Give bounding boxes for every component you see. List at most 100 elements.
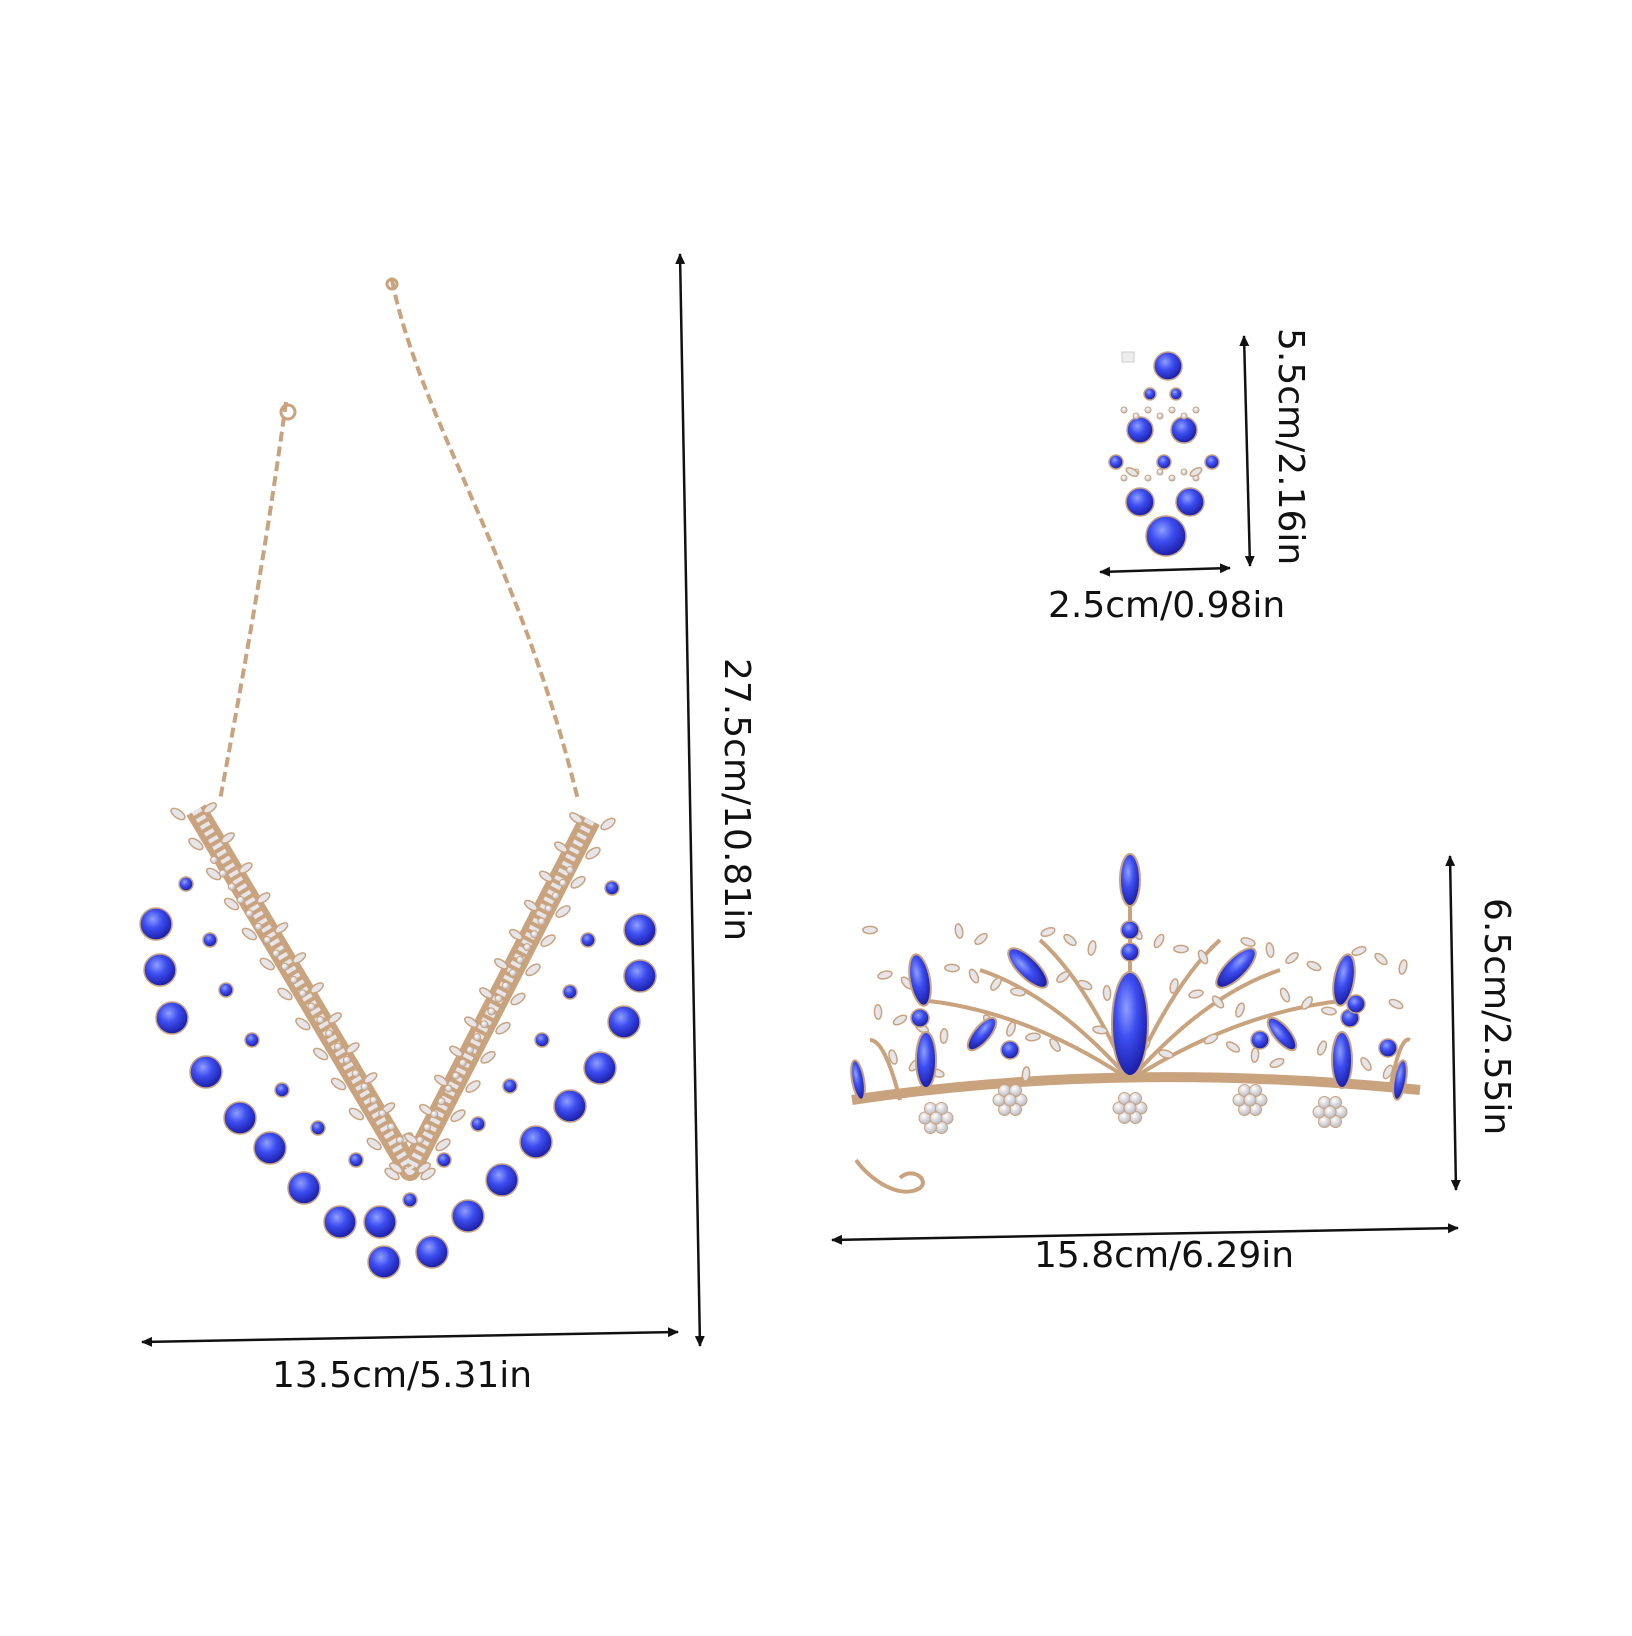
crystal-leaf xyxy=(1063,933,1077,947)
crystal-leaf xyxy=(292,952,307,964)
sapphire-stone xyxy=(143,953,177,987)
sapphire-stone xyxy=(1170,416,1198,444)
crystal-leaf xyxy=(434,1074,448,1087)
crystal-leaf xyxy=(1203,1033,1219,1045)
tiara-branch xyxy=(919,998,1132,1082)
crystal-leaf xyxy=(1010,987,1026,997)
rhinestone xyxy=(1238,1103,1251,1117)
marquise-sapphire xyxy=(1392,1059,1408,1101)
tiara-branch xyxy=(1128,998,1351,1082)
tiara-branch xyxy=(979,968,1132,1082)
crystal-leaf xyxy=(1092,1025,1108,1035)
sapphire-stone xyxy=(1250,1030,1270,1050)
rhinestone xyxy=(1156,412,1164,420)
crystal-leaf xyxy=(1006,1021,1016,1037)
sapphire-stone xyxy=(1378,1038,1398,1058)
sapphire-stone xyxy=(367,1245,401,1279)
crystal-leaf xyxy=(363,1072,378,1084)
rhinestone xyxy=(307,1002,316,1011)
crystal-leaf xyxy=(1153,933,1165,949)
crystal-leaf xyxy=(435,1138,451,1152)
crystal-leaf xyxy=(555,905,571,918)
crystal-leaf xyxy=(1360,1056,1372,1072)
sapphire-stone xyxy=(1153,351,1183,381)
rhinestone xyxy=(537,917,546,926)
rhinestone xyxy=(272,949,280,958)
crystal-leaf xyxy=(188,837,204,851)
tiara-image xyxy=(850,853,1421,1194)
crystal-leaf xyxy=(277,987,293,1001)
rhinestone xyxy=(423,1123,432,1132)
sapphire-stone xyxy=(323,1205,357,1239)
crystal-leaf xyxy=(205,867,222,881)
rhinestone xyxy=(416,1136,424,1144)
rhinestone xyxy=(369,1096,378,1104)
rhinestone xyxy=(501,981,510,990)
crystal-leaf xyxy=(366,1137,382,1151)
crystal-leaf xyxy=(585,846,601,860)
rhinestone xyxy=(1118,1111,1131,1125)
tiara-width-label: 15.8cm/6.29in xyxy=(1034,1235,1295,1276)
crystal-leaf xyxy=(223,897,240,911)
sapphire-stone xyxy=(583,1051,617,1085)
rhinestone xyxy=(334,1042,342,1051)
rhinestone xyxy=(924,1121,937,1135)
sapphire-stone xyxy=(139,907,173,941)
sapphire-stone xyxy=(1108,454,1124,470)
necklace-height-label: 27.5cm/10.81in xyxy=(716,658,757,942)
sapphire-stone xyxy=(910,1008,930,1028)
crystal-leaf xyxy=(939,1028,949,1044)
crystal-leaf xyxy=(494,958,508,970)
earring-height-label: 5.5cm/2.16in xyxy=(1270,328,1311,566)
rhinestone xyxy=(325,1029,334,1038)
rhinestone xyxy=(466,1046,474,1054)
collar-stones xyxy=(191,807,595,1175)
sapphire-stone xyxy=(155,1001,189,1035)
crystal-leaf xyxy=(170,807,186,821)
sapphire-stone xyxy=(1126,416,1154,444)
marquise-sapphire xyxy=(915,1031,937,1089)
crystal-leaf xyxy=(510,992,526,1006)
crystal-leaf xyxy=(888,1049,898,1065)
crystal-leaf xyxy=(312,1047,329,1061)
tiara-width-dimension-line xyxy=(831,1223,1459,1245)
crystal-leaf xyxy=(1398,959,1408,975)
sapphire-stone xyxy=(415,1235,449,1269)
rhinestone xyxy=(236,896,245,904)
rhinestone xyxy=(1156,468,1164,476)
rhinestone xyxy=(551,891,560,900)
clasp xyxy=(279,403,297,421)
necklace-height-dimension-line xyxy=(675,253,705,1347)
marquise-sapphire xyxy=(1119,853,1141,907)
rhinestone xyxy=(458,1058,467,1067)
sapphire-stone xyxy=(451,1199,485,1233)
rhinestone xyxy=(1318,1115,1331,1129)
sapphire-stone xyxy=(287,1171,321,1205)
crystal-leaf xyxy=(404,1133,418,1145)
sapphire-stone xyxy=(274,1082,290,1098)
necklace-width-label: 13.5cm/5.31in xyxy=(272,1355,533,1396)
sapphire-stone xyxy=(562,984,578,1000)
rhinestone xyxy=(378,1109,387,1118)
crystal-leaf xyxy=(968,968,980,984)
sapphire-stone xyxy=(1175,487,1205,517)
rhinestone xyxy=(929,1111,943,1125)
crystal-leaf xyxy=(345,1042,360,1054)
tiara-height-dimension-line xyxy=(1445,855,1461,1191)
crystal-leaf xyxy=(1021,1066,1031,1082)
crystal-leaf xyxy=(1240,937,1256,947)
sapphire-stone xyxy=(519,1125,553,1159)
rhinestone xyxy=(998,1103,1011,1117)
sapphire-stone xyxy=(1120,920,1140,940)
crystal-leaf xyxy=(1173,944,1189,954)
crystal-leaf xyxy=(1040,926,1056,938)
rhinestone xyxy=(1132,412,1140,420)
crystal-leaf xyxy=(1388,998,1404,1010)
rhinestone xyxy=(480,1020,489,1029)
rhinestone xyxy=(1249,1083,1262,1097)
crystal-leaf xyxy=(1077,979,1093,991)
crystal-leaf xyxy=(1382,1064,1394,1080)
marquise-sapphire xyxy=(1332,953,1356,1007)
sapphire-stone xyxy=(470,1116,486,1132)
